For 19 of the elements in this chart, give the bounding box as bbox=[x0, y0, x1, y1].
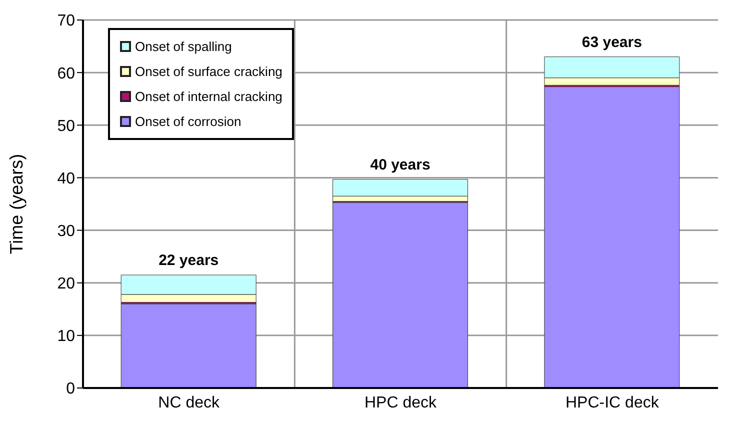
y-tick-label: 40 bbox=[57, 170, 76, 188]
y-tick-label: 20 bbox=[57, 276, 76, 293]
x-tick-label: HPC deck bbox=[364, 394, 438, 412]
total-label: 63 years bbox=[582, 34, 642, 51]
legend-label: Onset of internal cracking bbox=[135, 88, 282, 106]
legend-label: Onset of spalling bbox=[135, 38, 232, 56]
y-tick-label: 70 bbox=[57, 12, 76, 30]
y-tick-label: 30 bbox=[57, 222, 76, 240]
y-tick-label: 60 bbox=[57, 65, 76, 82]
legend-label: Onset of surface cracking bbox=[135, 63, 282, 81]
y-tick-label: 0 bbox=[66, 380, 76, 398]
total-label: 22 years bbox=[158, 252, 219, 269]
total-label: 40 years bbox=[370, 156, 430, 174]
legend-label: Onset of corrosion bbox=[135, 113, 242, 131]
x-tick-label: NC deck bbox=[158, 394, 221, 412]
x-tick-label: HPC-IC deck bbox=[565, 394, 660, 412]
y-tick-label: 50 bbox=[57, 118, 76, 135]
y-tick-label: 10 bbox=[57, 328, 76, 346]
y-axis-title: Time (years) bbox=[6, 154, 26, 254]
